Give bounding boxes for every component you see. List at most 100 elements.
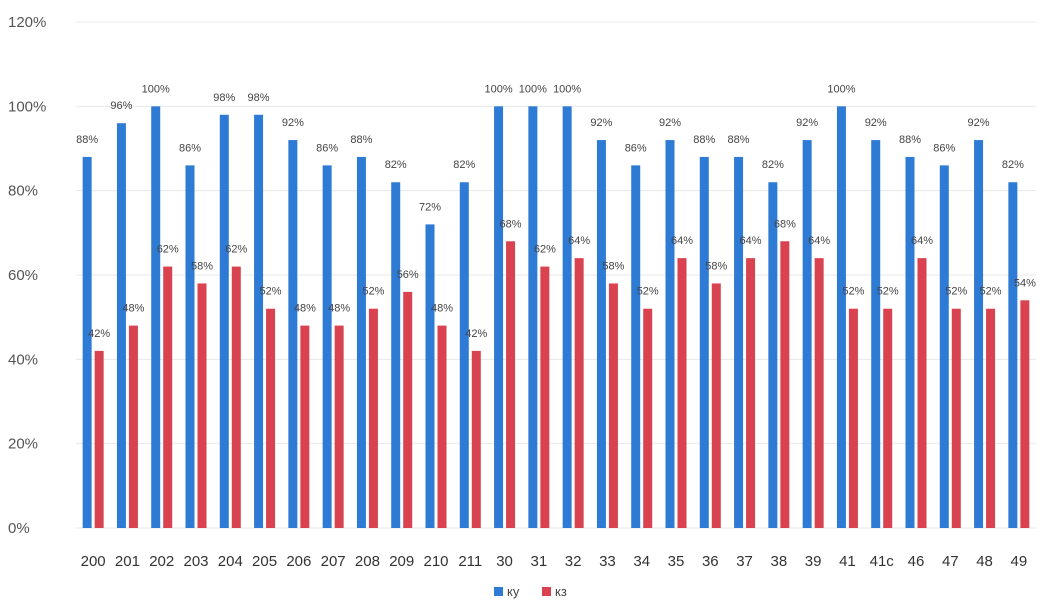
- bar-kz: [128, 325, 138, 528]
- bar-ku: [322, 165, 332, 528]
- bar-kz: [814, 258, 824, 528]
- x-tick-label: 210: [423, 553, 448, 570]
- bar-kz: [643, 308, 653, 528]
- y-tick-label: 120%: [8, 14, 46, 31]
- x-axis: 200 201 202 203 204 205 206 207 208 209 210 211 30 31…: [81, 553, 1028, 570]
- bar-ku: [116, 123, 126, 528]
- data-label: 62%: [157, 244, 179, 256]
- x-tick-label: 47: [942, 553, 959, 570]
- data-label: 52%: [945, 286, 967, 298]
- data-label: 82%: [762, 159, 784, 171]
- bar-kz: [368, 308, 378, 528]
- data-label: 86%: [933, 142, 955, 154]
- bar-kz: [677, 258, 687, 528]
- data-label: 88%: [728, 134, 750, 146]
- x-tick-label: 211: [458, 553, 482, 570]
- data-label: 48%: [328, 303, 350, 315]
- data-label: 42%: [465, 328, 487, 340]
- data-label: 72%: [419, 201, 441, 213]
- x-tick-label: 46: [908, 553, 925, 570]
- y-tick-label: 40%: [8, 351, 38, 368]
- bar-ku: [185, 165, 195, 528]
- y-axis: 0% 20% 40% 60% 80% 100% 120%: [8, 14, 46, 537]
- data-label: 42%: [88, 328, 110, 340]
- data-label: 88%: [76, 134, 98, 146]
- bar-ku: [494, 106, 504, 528]
- data-label: 92%: [968, 117, 990, 129]
- data-label: 48%: [122, 303, 144, 315]
- bar-ku: [391, 182, 401, 528]
- bar-kz: [986, 308, 996, 528]
- bar-kz: [300, 325, 310, 528]
- data-label: 64%: [911, 235, 933, 247]
- data-label: 86%: [316, 142, 338, 154]
- data-label: 48%: [294, 303, 316, 315]
- data-label: 62%: [225, 244, 247, 256]
- bar-kz: [883, 308, 893, 528]
- x-tick-label: 208: [355, 553, 380, 570]
- bar-ku: [254, 114, 264, 529]
- bar-kz: [94, 350, 104, 528]
- data-label: 58%: [705, 260, 727, 272]
- bar-ku: [288, 140, 298, 529]
- x-tick-label: 207: [321, 553, 346, 570]
- bar-kz: [917, 258, 927, 528]
- bar-ku: [356, 156, 366, 528]
- data-label: 92%: [282, 117, 304, 129]
- bar-kz: [574, 258, 584, 528]
- data-label: 88%: [899, 134, 921, 146]
- data-label: 86%: [625, 142, 647, 154]
- bar-kz: [540, 266, 550, 528]
- data-labels: 88% 42% 96% 48% 100% 62% 86% 58% 98% 62% 98% 52% 92%…: [76, 83, 1036, 340]
- data-label: 88%: [693, 134, 715, 146]
- x-tick-label: 204: [218, 553, 243, 570]
- bar-kz: [608, 283, 618, 528]
- bar-ku: [871, 140, 881, 529]
- bar-kz: [711, 283, 721, 528]
- data-label: 92%: [590, 117, 612, 129]
- data-label: 52%: [637, 286, 659, 298]
- bar-kz: [506, 241, 516, 528]
- data-label: 98%: [248, 92, 270, 104]
- bar-kz: [334, 325, 344, 528]
- data-label: 52%: [877, 286, 899, 298]
- data-label: 58%: [602, 260, 624, 272]
- x-tick-label: 48: [976, 553, 993, 570]
- bar-ku: [974, 140, 984, 529]
- x-tick-label: 41: [839, 553, 856, 570]
- data-label: 100%: [142, 83, 170, 95]
- bar-kz: [746, 258, 756, 528]
- x-tick-label: 200: [81, 553, 106, 570]
- data-label: 82%: [1002, 159, 1024, 171]
- bar-kz: [403, 291, 413, 528]
- x-tick-label: 30: [496, 553, 513, 570]
- x-tick-label: 39: [805, 553, 822, 570]
- bar-kz: [437, 325, 447, 528]
- data-label: 92%: [659, 117, 681, 129]
- x-tick-label: 38: [771, 553, 788, 570]
- bar-kz: [780, 241, 790, 528]
- bar-kz: [848, 308, 858, 528]
- bar-kz: [197, 283, 207, 528]
- bar-ku: [82, 156, 92, 528]
- bar-ku: [734, 156, 744, 528]
- data-label: 100%: [553, 83, 581, 95]
- bar-ku: [596, 140, 606, 529]
- x-tick-label: 203: [183, 553, 208, 570]
- data-label: 92%: [796, 117, 818, 129]
- data-label: 100%: [519, 83, 547, 95]
- bars: [82, 106, 1030, 529]
- x-tick-label: 205: [252, 553, 277, 570]
- x-tick-label: 36: [702, 553, 719, 570]
- y-tick-label: 80%: [8, 183, 38, 200]
- legend-label: ку: [507, 584, 520, 599]
- legend-label: кз: [555, 584, 567, 599]
- data-label: 68%: [500, 218, 522, 230]
- data-label: 64%: [740, 235, 762, 247]
- data-label: 52%: [842, 286, 864, 298]
- x-tick-label: 35: [668, 553, 685, 570]
- bar-ku: [836, 106, 846, 528]
- data-label: 82%: [453, 159, 475, 171]
- x-tick-label: 209: [389, 553, 414, 570]
- data-label: 92%: [865, 117, 887, 129]
